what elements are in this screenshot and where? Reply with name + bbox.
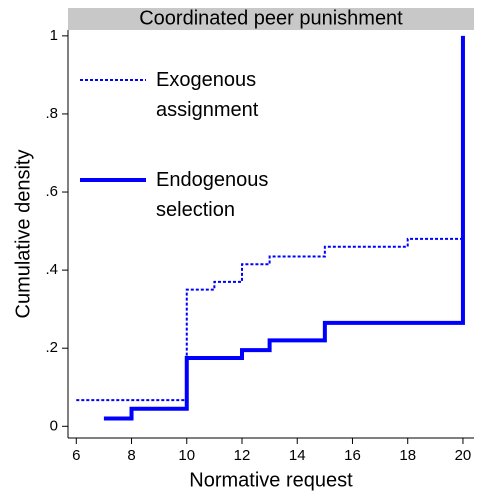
y-tick-label: 0: [50, 417, 58, 434]
y-tick-label: .4: [45, 261, 58, 278]
x-axis-label: Normative request: [189, 469, 353, 491]
y-tick-label: .8: [45, 105, 58, 122]
x-tick-label: 20: [455, 447, 472, 464]
legend-label: Endogenous selection: [156, 169, 269, 221]
y-axis-label: Cumulative density: [12, 150, 34, 319]
y-tick-label: 1: [50, 27, 58, 44]
y-tick-label: .2: [45, 339, 58, 356]
x-tick-label: 12: [234, 447, 251, 464]
step-line: [103, 35, 465, 421]
step-line: [76, 237, 463, 402]
legend-label: Exogenous assignment: [156, 69, 259, 121]
title-band: [68, 8, 474, 30]
x-tick-label: 14: [289, 447, 306, 464]
x-tick-label: 18: [399, 447, 416, 464]
x-tick-label: 10: [178, 447, 195, 464]
y-tick-label: .6: [45, 183, 58, 200]
x-tick-label: 16: [344, 447, 361, 464]
x-tick-label: 8: [127, 447, 135, 464]
chart-title: Coordinated peer punishment: [139, 7, 403, 29]
x-tick-label: 6: [72, 447, 80, 464]
